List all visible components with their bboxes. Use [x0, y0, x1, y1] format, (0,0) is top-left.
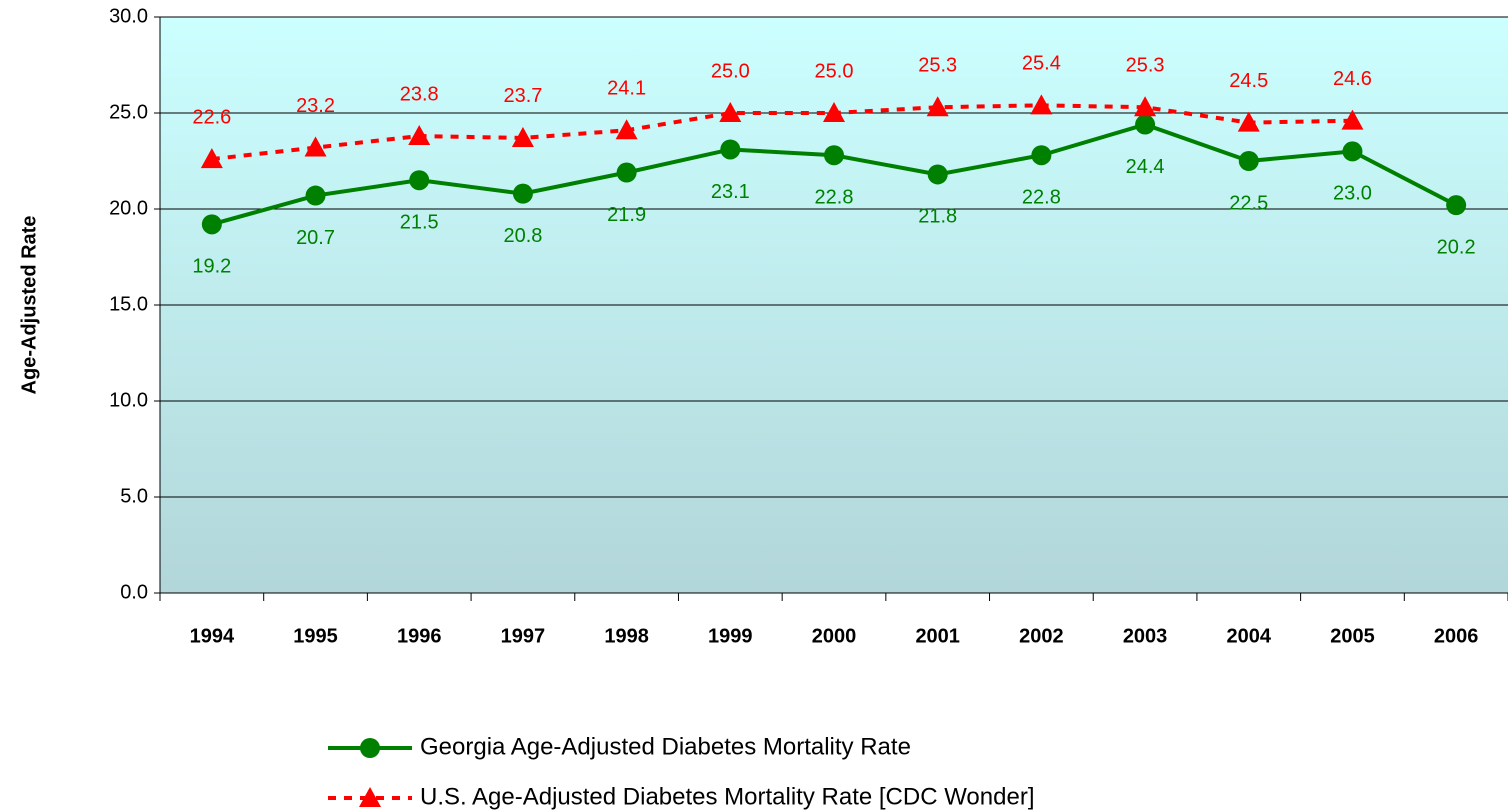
data-point [616, 162, 637, 183]
data-point [1341, 109, 1364, 130]
data-label: 24.5 [1229, 70, 1268, 92]
data-label: 25.0 [815, 60, 854, 82]
y-tick-label: 10.0 [109, 389, 148, 411]
x-tick-label: 2000 [812, 625, 857, 647]
data-point [409, 170, 430, 191]
data-point [1238, 151, 1259, 171]
data-label: 22.5 [1229, 192, 1268, 214]
legend-marker [360, 738, 380, 758]
data-label: 25.4 [1022, 53, 1061, 75]
data-label: 22.6 [192, 106, 231, 128]
data-label: 23.2 [296, 95, 335, 117]
data-point [305, 185, 326, 206]
data-label: 24.6 [1333, 68, 1372, 90]
data-label: 22.8 [1022, 187, 1061, 209]
data-point [1135, 114, 1156, 135]
y-tick-label: 15.0 [109, 293, 148, 315]
data-point [927, 164, 948, 185]
data-point [1342, 141, 1363, 162]
legend-marker [359, 787, 381, 807]
data-label: 21.8 [918, 206, 957, 228]
x-tick-label: 1998 [604, 625, 649, 647]
data-point [304, 136, 327, 157]
y-tick-label: 25.0 [109, 101, 148, 123]
data-label: 24.1 [607, 78, 646, 100]
data-label: 20.2 [1437, 236, 1476, 258]
data-label: 20.7 [296, 227, 335, 249]
data-point [926, 96, 949, 117]
data-label: 20.8 [503, 225, 542, 247]
data-label: 25.3 [1126, 55, 1165, 77]
data-label: 21.9 [607, 204, 646, 226]
legend-label: U.S. Age-Adjusted Diabetes Mortality Rat… [420, 783, 1034, 810]
data-label: 19.2 [192, 256, 231, 278]
x-tick-label: 1999 [708, 625, 753, 647]
data-point [1031, 145, 1052, 166]
y-tick-label: 5.0 [120, 485, 148, 507]
data-point [512, 183, 533, 204]
y-axis-title: Age-Adjusted Rate [18, 216, 40, 395]
data-label: 22.8 [815, 187, 854, 209]
x-tick-label: 2004 [1227, 625, 1272, 647]
x-tick-label: 2002 [1019, 625, 1064, 647]
legend-label: Georgia Age-Adjusted Diabetes Mortality … [420, 733, 911, 760]
data-point [824, 145, 844, 166]
data-point [720, 139, 741, 160]
y-tick-label: 30.0 [109, 5, 148, 27]
x-tick-label: 1995 [293, 625, 338, 647]
y-tick-label: 0.0 [120, 581, 148, 603]
data-point [1030, 94, 1053, 115]
data-point [1446, 195, 1467, 216]
data-point [823, 102, 845, 122]
data-label: 23.8 [400, 83, 439, 105]
data-label: 21.5 [400, 211, 439, 233]
data-point [200, 148, 223, 169]
x-tick-label: 2006 [1434, 625, 1479, 647]
x-tick-label: 1997 [501, 625, 546, 647]
data-label: 23.1 [711, 181, 750, 203]
data-point [719, 102, 742, 122]
data-label: 25.0 [711, 60, 750, 82]
data-point [1134, 96, 1157, 117]
data-label: 23.7 [503, 85, 542, 107]
y-tick-label: 20.0 [109, 197, 148, 219]
data-label: 24.4 [1126, 156, 1165, 178]
data-point [615, 119, 638, 140]
x-tick-label: 2003 [1123, 625, 1168, 647]
data-point [408, 125, 431, 146]
x-tick-label: 1996 [397, 625, 442, 647]
data-point [201, 214, 222, 235]
data-label: 25.3 [918, 55, 957, 77]
data-point [1237, 111, 1260, 132]
data-point [511, 126, 534, 147]
x-tick-label: 2005 [1330, 625, 1375, 647]
x-tick-label: 2001 [915, 625, 960, 647]
data-label: 23.0 [1333, 183, 1372, 205]
x-tick-label: 1994 [190, 625, 235, 647]
